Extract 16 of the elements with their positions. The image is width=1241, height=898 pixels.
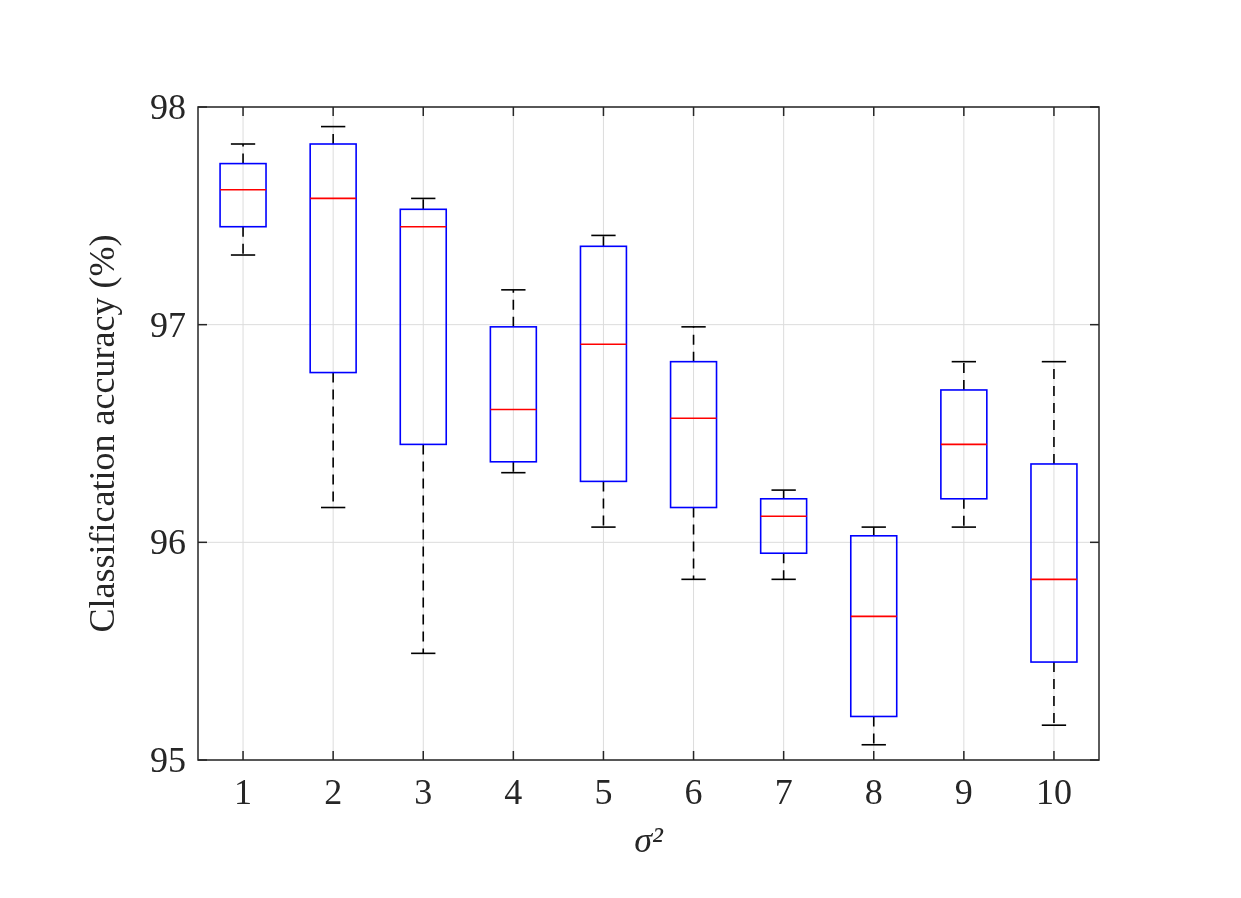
y-axis-title: Classification accuracy (%) (82, 234, 122, 633)
x-tick-label: 3 (414, 772, 433, 812)
x-tick-label: 5 (594, 772, 613, 812)
x-tick-label: 8 (864, 772, 883, 812)
x-axis-title: σ² (634, 820, 664, 860)
x-tick-label: 4 (504, 772, 523, 812)
x-tick-label: 9 (954, 772, 973, 812)
x-tick-label: 1 (234, 772, 253, 812)
x-tick-label: 10 (1035, 772, 1072, 812)
y-tick-label: 95 (150, 740, 186, 780)
x-tick-label: 2 (324, 772, 343, 812)
y-tick-label: 97 (150, 304, 186, 345)
y-tick-label: 96 (150, 522, 186, 563)
x-tick-label: 6 (684, 772, 703, 812)
y-tick-label: 98 (150, 87, 186, 127)
x-tick-label: 7 (774, 772, 793, 812)
